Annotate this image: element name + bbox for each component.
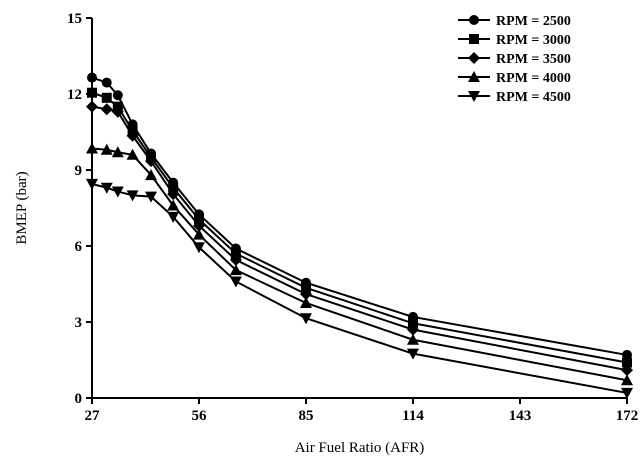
data-point-marker	[193, 242, 205, 254]
data-point-marker	[86, 142, 98, 154]
legend-label: RPM = 3000	[496, 33, 571, 48]
x-tick-label: 56	[192, 408, 208, 424]
data-point-marker	[87, 87, 97, 98]
data-point-marker	[621, 374, 633, 386]
data-point-marker	[101, 92, 112, 103]
data-point-marker	[167, 199, 180, 211]
data-point-marker	[300, 288, 312, 301]
axes: 0 3 6 9 12 15 27 56 85 114 143 172	[67, 11, 638, 424]
x-axis-label: Air Fuel Ratio (AFR)	[295, 440, 425, 456]
data-point-marker	[621, 387, 633, 399]
legend-marker	[468, 91, 480, 102]
data-point-marker	[100, 143, 113, 155]
data-point-marker	[622, 357, 632, 368]
data-point-marker	[301, 282, 311, 293]
data-point-marker	[300, 313, 312, 325]
y-tick-label: 15	[67, 11, 82, 27]
data-point-marker	[145, 169, 158, 181]
data-point-marker	[112, 90, 123, 101]
x-tick-label: 143	[509, 408, 532, 424]
data-point-marker	[111, 146, 124, 158]
data-point-marker	[229, 276, 242, 288]
data-point-marker	[126, 129, 139, 142]
data-point-marker	[621, 364, 633, 377]
data-point-marker	[145, 155, 158, 168]
x-tick-label: 85	[299, 408, 314, 424]
data-point-marker	[194, 214, 204, 225]
data-point-marker	[87, 72, 97, 83]
legend-marker	[469, 15, 479, 25]
data-point-marker	[407, 323, 419, 336]
legend-label: RPM = 4500	[496, 90, 571, 105]
legend-marker	[468, 52, 480, 64]
data-point-marker	[407, 333, 419, 345]
series-triangle-up	[86, 142, 633, 386]
data-point-marker	[167, 211, 180, 223]
data-point-marker	[111, 186, 124, 198]
legend-entry: RPM = 3500	[458, 52, 571, 67]
data-point-marker	[229, 264, 242, 276]
data-point-marker	[168, 182, 179, 193]
legend: RPM = 2500 RPM = 3000 RPM = 3500 RPM = 4000…	[458, 14, 571, 105]
data-point-marker	[167, 188, 180, 201]
series-diamond	[86, 100, 633, 377]
legend-entry: RPM = 3000	[458, 33, 571, 48]
data-point-marker	[100, 103, 113, 116]
data-point-marker	[126, 190, 139, 202]
data-point-marker	[193, 219, 205, 232]
data-point-marker	[111, 105, 124, 118]
legend-label: RPM = 3500	[496, 52, 571, 67]
data-point-marker	[86, 178, 98, 190]
series-circle	[87, 72, 632, 360]
legend-marker	[469, 34, 479, 44]
data-point-marker	[300, 297, 312, 308]
legend-marker	[468, 71, 480, 82]
data-point-marker	[101, 77, 112, 88]
legend-label: RPM = 2500	[496, 14, 571, 29]
y-tick-label: 0	[75, 391, 83, 407]
y-tick-label: 3	[75, 315, 83, 331]
y-tick-label: 12	[67, 87, 82, 103]
data-point-marker	[229, 253, 242, 266]
x-tick-label: 114	[402, 408, 424, 424]
series-layer	[86, 72, 633, 399]
legend-entry: RPM = 4500	[458, 90, 571, 105]
data-point-marker	[408, 318, 418, 329]
y-tick-label: 9	[75, 163, 83, 179]
data-point-marker	[407, 348, 419, 360]
legend-entry: RPM = 2500	[458, 14, 571, 29]
data-point-marker	[100, 182, 113, 194]
data-point-marker	[230, 248, 241, 259]
legend-label: RPM = 4000	[496, 71, 571, 86]
data-point-marker	[622, 349, 632, 360]
series-triangle-down	[86, 178, 633, 399]
data-point-marker	[193, 228, 205, 240]
x-tick-label: 27	[85, 408, 101, 424]
data-point-marker	[86, 100, 98, 113]
data-point-marker	[126, 148, 139, 160]
series-square	[87, 87, 632, 368]
x-tick-label: 172	[616, 408, 639, 424]
y-tick-label: 6	[75, 239, 83, 255]
data-point-marker	[145, 191, 158, 203]
series-line	[91, 105, 628, 372]
legend-entry: RPM = 4000	[458, 71, 571, 86]
y-axis-label: BMEP (bar)	[14, 171, 30, 244]
